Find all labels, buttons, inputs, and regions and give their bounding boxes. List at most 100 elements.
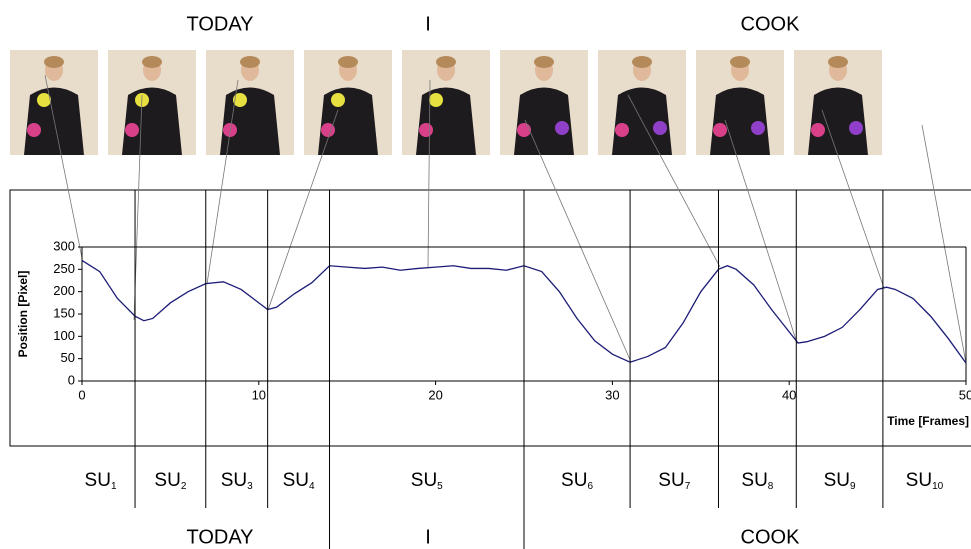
glove [125,123,139,137]
segment-label: SU5 [411,470,443,492]
segment-base: SU [85,470,111,491]
top-word: COOK [741,13,801,35]
segment-base: SU [411,470,437,491]
y-tick-label: 300 [53,238,75,253]
glove [233,93,247,107]
x-tick-label: 30 [605,387,619,402]
segment-index: 8 [768,481,774,492]
chart-frame [9,189,971,447]
segment-label: SU8 [741,470,773,492]
glove [429,93,443,107]
hair [338,56,358,68]
position-curve [81,259,967,364]
glove [751,121,765,135]
x-tick-label: 0 [78,387,85,402]
top-word: I [425,13,431,35]
photo [500,50,588,155]
segment-label: SU6 [561,470,593,492]
y-tick-label: 100 [53,328,75,343]
glove [517,123,531,137]
body [122,87,182,155]
glove [555,121,569,135]
glove [811,123,825,137]
glove [27,123,41,137]
segment-index: 4 [309,481,315,492]
segment-base: SU [154,470,180,491]
hair [240,56,260,68]
connector [921,124,967,364]
glove [615,123,629,137]
connector [627,94,721,268]
connector [724,119,798,344]
hair [44,56,64,68]
body [514,87,574,155]
segment-base: SU [283,470,309,491]
photo [794,50,882,155]
glove [419,123,433,137]
hair [142,56,162,68]
segment-index: 7 [685,481,691,492]
segment-index: 6 [587,481,593,492]
connector [44,74,83,259]
y-axis-label: Position [Pixel] [16,271,30,358]
segment-label: SU2 [154,470,186,492]
hair [534,56,554,68]
body [710,87,770,155]
x-tick-label: 20 [428,387,442,402]
segment-index: 9 [850,481,856,492]
segment-base: SU [906,470,932,491]
segment-base: SU [741,470,767,491]
y-tick-label: 0 [68,372,75,387]
segment-label: SU7 [658,470,690,492]
glove [849,121,863,135]
photo [598,50,686,155]
hair [828,56,848,68]
photo [108,50,196,155]
hair [730,56,750,68]
y-tick-label: 150 [53,305,75,320]
segment-label: SU10 [906,470,944,492]
connector [524,119,632,363]
photo [206,50,294,155]
segment-base: SU [658,470,684,491]
body [416,87,476,155]
y-tick-label: 50 [61,350,75,365]
hair [436,56,456,68]
segment-label: SU3 [221,470,253,492]
x-tick-label: 50 [959,387,971,402]
segment-index: 10 [932,481,944,492]
glove [653,121,667,135]
glove [331,93,345,107]
segment-label: SU4 [283,470,315,492]
body [220,87,280,155]
hair [632,56,652,68]
segment-base: SU [221,470,247,491]
segment-index: 5 [437,481,443,492]
body [808,87,868,155]
x-axis-label: Time [Frames] [887,414,969,428]
segment-index: 2 [181,481,187,492]
photo-strip [10,50,882,155]
photo [10,50,98,155]
body [318,87,378,155]
y-tick-label: 250 [53,261,75,276]
glove [713,123,727,137]
segment-label: SU1 [85,470,117,492]
segment-base: SU [824,470,850,491]
connector [427,79,431,268]
y-tick-label: 200 [53,283,75,298]
bottom-word: I [425,526,431,548]
glove [37,93,51,107]
connector [267,109,339,311]
bottom-word: COOK [741,526,801,548]
segment-label: SU9 [824,470,856,492]
photo [696,50,784,155]
segment-index: 3 [247,481,253,492]
segment-index: 1 [111,481,117,492]
top-word: TODAY [186,13,253,35]
bottom-word: TODAY [186,526,253,548]
x-tick-label: 10 [252,387,266,402]
photo [304,50,392,155]
x-tick-label: 40 [782,387,796,402]
